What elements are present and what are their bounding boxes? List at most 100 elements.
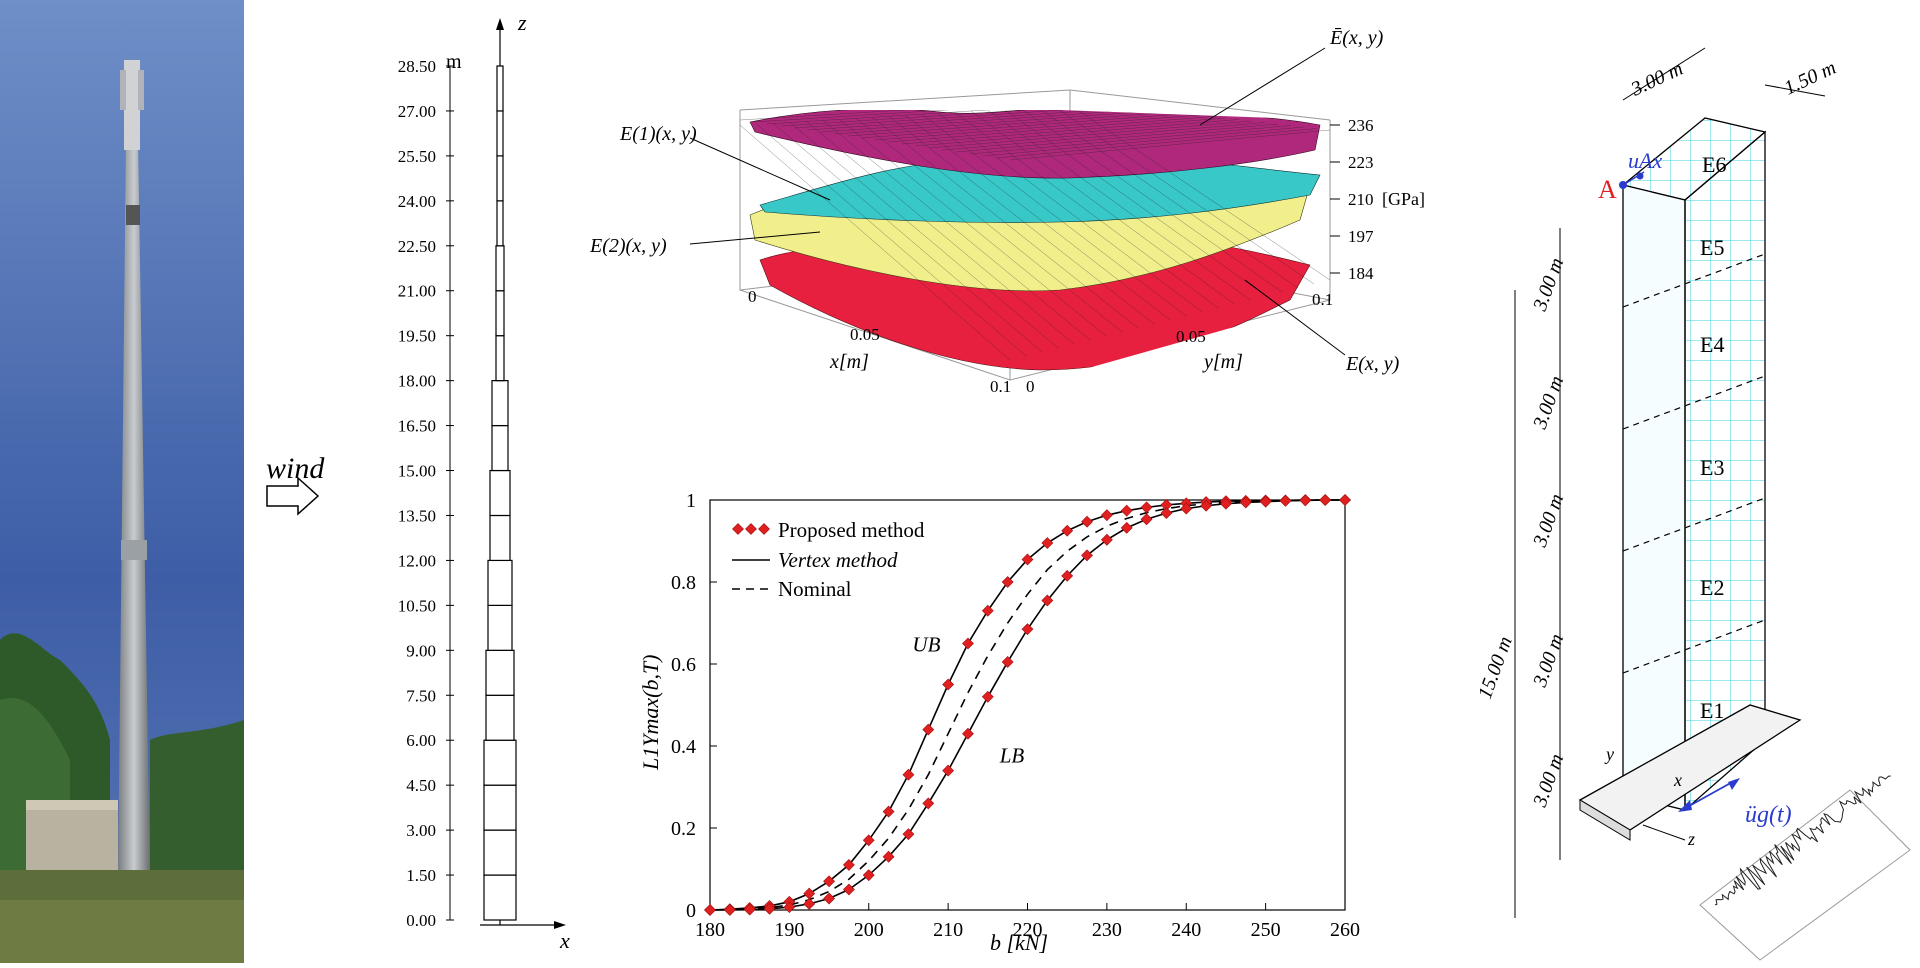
leader-E2 [689,231,821,245]
data-point-lb [1120,521,1133,534]
data-point-lb [882,850,895,863]
mesh-line [1009,129,1330,161]
data-point-lb [723,904,736,916]
dim-total: 15.00 m [1474,634,1517,702]
series-markers [704,494,1351,916]
tower-segment [495,245,505,292]
wind-arrow-icon [266,476,320,516]
z-tick-label: 210 [1348,190,1374,209]
mesh-line [915,119,1240,147]
dim-segment: 3.00 m [1529,631,1569,691]
x-tick-label: 230 [1092,919,1122,941]
data-point-lb [1081,549,1093,562]
data-point-lb [981,690,994,703]
height-tick-label: 0.00 [406,911,436,930]
z-tick-label: 184 [1348,264,1374,283]
data-point-ub [862,834,875,847]
mesh-line [871,116,1139,329]
y-tick-label: 0 [686,900,696,922]
mesh-line [861,113,1188,139]
wind-label: wind [266,452,325,485]
cdf-chart-graphic: 180 190 200 210 220 230 240 250 260 0 0.2 0.4 0.6 0.… [638,490,1360,955]
data-point-lb [1299,494,1312,507]
z-axis-arrow [496,18,504,30]
y-tick-label: 0.6 [671,654,696,676]
accelerogram-frame [1699,789,1911,961]
data-point-ub [1021,553,1034,566]
data-point-lb [842,883,855,896]
legend-marker [745,523,757,535]
tower-photo-graphic [0,0,244,963]
data-point-ub [882,805,895,818]
accelerogram-trace [1714,775,1891,906]
mesh-line [996,128,1318,159]
height-tick-label: 12.00 [398,551,436,570]
element-label: E6 [1702,152,1726,177]
x-tick-label: 0.05 [850,325,880,344]
y-tick-label: 1 [686,490,696,512]
height-tick-label: 13.50 [398,506,436,525]
data-point-ub [981,604,994,617]
data-point-lb [763,902,776,915]
label-Eunder: E(x, y) [1345,353,1400,375]
legend-marker-proposed [732,523,770,535]
x-tick-label: 200 [854,919,884,941]
data-point-ub [1001,576,1014,588]
tower-segment [483,829,517,876]
element-label: E3 [1700,455,1724,480]
data-point-lb [1259,495,1272,508]
data-point-ub [1120,504,1133,517]
series-line-nominal [709,499,1345,911]
leader-Eunder [1244,279,1346,356]
mesh-line [822,119,1091,341]
mesh-line [807,110,1136,131]
tower-segment [483,874,517,921]
mesh-line [969,125,1292,155]
mesh-line [805,120,1075,345]
tower-model-graphic: z x m 0.00 1.50 3.00 4.50 6.00 7.50 9.00 10.50 1… [266,10,570,953]
uAx-label: uAx [1628,148,1662,173]
data-point-lb [902,828,915,841]
dim-segment: 3.00 m [1529,255,1569,315]
ground-accel-arrowhead [1728,778,1740,790]
data-point-lb [1061,569,1074,582]
mesh-line [756,123,1027,357]
mesh-line [1003,110,1267,297]
data-point-lb [1140,513,1153,526]
data-point-ub [842,858,855,871]
annotation-LB: LB [999,743,1025,767]
y-tick-label: 0.1 [1312,290,1333,309]
tower-segment [487,559,513,606]
x-axis-arrow [554,921,566,929]
data-point-lb [704,904,716,916]
mesh-line [982,126,1305,157]
label-Ebar: Ē(x, y) [1329,27,1384,49]
data-point-lb [1001,656,1014,668]
data-point-ub [902,768,915,781]
data-point-ub [922,723,935,736]
legend-label-proposed: Proposed method [778,518,925,542]
data-point-lb [1339,494,1351,506]
y-tick-label: 0 [1026,377,1035,396]
x-tick-label: 210 [933,919,963,941]
height-tick-label: 25.50 [398,147,436,166]
x-tick-label: 180 [695,919,725,941]
data-point-lb [1041,594,1054,607]
data-point-lb [1220,497,1232,510]
mesh-line [847,111,1175,137]
legend-marker [732,523,744,535]
mesh-line [901,117,1227,145]
tower-segment [489,469,511,517]
mesh-line [793,110,1123,129]
height-tick-label: 16.50 [398,417,436,436]
tower-model: z x m 0.00 1.50 3.00 4.50 6.00 7.50 9.00 10.50 1… [260,0,580,963]
element-label: E2 [1700,575,1724,600]
uAx-arrow [1622,171,1645,186]
base-axis-z: z [1687,829,1695,849]
surface-mesh [740,110,1330,361]
data-point-ub [962,637,974,650]
element-label: E4 [1700,332,1724,357]
mesh-line [937,112,1203,313]
data-point-ub [1140,501,1153,514]
height-tick-label: 7.50 [406,686,436,705]
